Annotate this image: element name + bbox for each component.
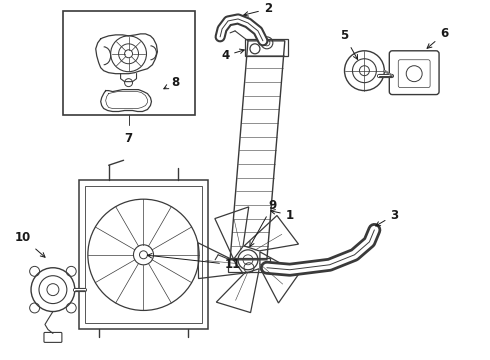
Bar — [63, 11, 195, 116]
Text: 8: 8 — [164, 76, 179, 89]
Text: 2: 2 — [244, 3, 272, 16]
Text: 11: 11 — [147, 253, 241, 271]
Text: 9: 9 — [250, 199, 277, 247]
Text: 7: 7 — [124, 132, 133, 145]
Text: 5: 5 — [341, 30, 358, 59]
Text: 1: 1 — [270, 208, 294, 221]
Text: 10: 10 — [15, 231, 45, 257]
Text: 3: 3 — [376, 208, 398, 226]
Text: 4: 4 — [221, 49, 245, 62]
Text: 6: 6 — [427, 27, 448, 48]
Bar — [85, 186, 202, 324]
Bar — [79, 180, 208, 329]
